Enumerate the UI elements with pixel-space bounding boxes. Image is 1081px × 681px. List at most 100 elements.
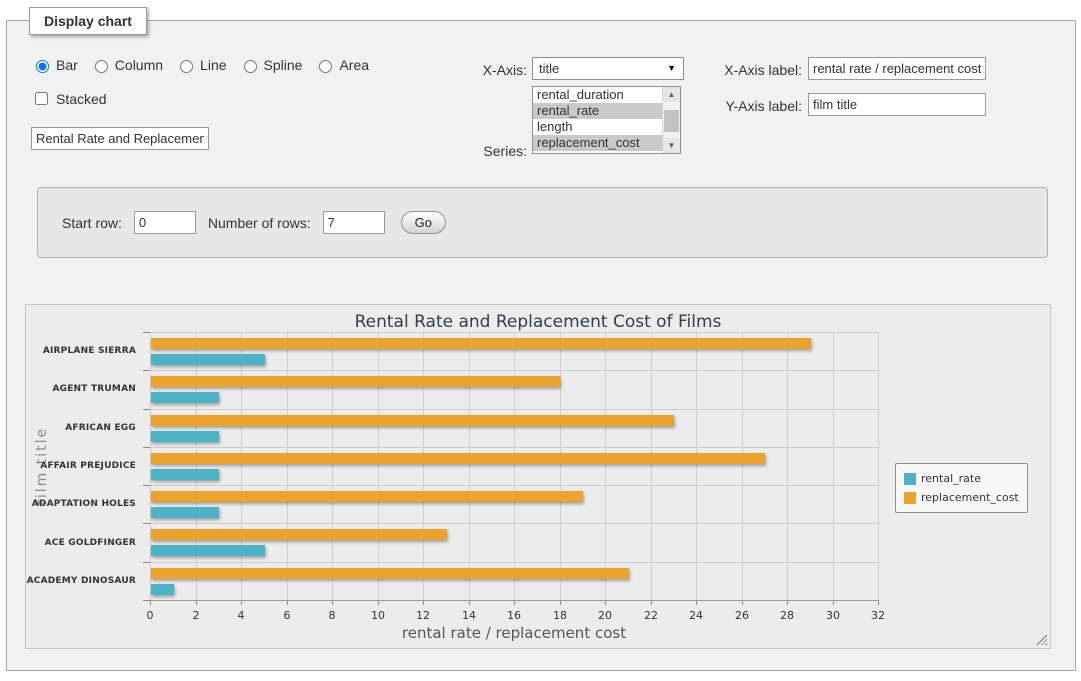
resize-handle-icon[interactable] <box>1036 634 1047 645</box>
x-axis-label-input[interactable] <box>808 57 986 80</box>
bar-rental_rate[interactable] <box>151 469 219 480</box>
row-range-panel: Start row: Number of rows: Go <box>37 187 1048 258</box>
x-axis-select[interactable]: title ▼ <box>532 57 684 80</box>
radio-label: Bar <box>56 57 78 73</box>
chart-panel: Rental Rate and Replacement Cost of Film… <box>25 304 1051 649</box>
chart-type-option-area[interactable]: Area <box>314 57 369 73</box>
x-tick-mark <box>651 601 652 605</box>
chart-plot-area: 02468101214161820222426283032 <box>150 332 878 600</box>
chart-x-axis-title: rental rate / replacement cost <box>150 624 878 642</box>
bar-rental_rate[interactable] <box>151 584 174 595</box>
chart-title-input[interactable] <box>31 127 209 150</box>
x-tick-label: 18 <box>553 609 567 622</box>
series-listbox[interactable]: rental_durationrental_ratelengthreplacem… <box>532 86 681 154</box>
x-axis-line <box>150 600 879 601</box>
x-tick-label: 30 <box>826 609 840 622</box>
x-axis-label-label: X-Axis label: <box>712 62 802 78</box>
bar-replacement_cost[interactable] <box>151 568 629 579</box>
series-option-rental_rate[interactable]: rental_rate <box>533 103 662 119</box>
x-tick-label: 10 <box>371 609 385 622</box>
legend-item-rental_rate[interactable]: rental_rate <box>904 469 1019 488</box>
bar-replacement_cost[interactable] <box>151 529 447 540</box>
chart-type-option-line[interactable]: Line <box>175 57 226 73</box>
chart-type-radio-group: Bar Column Line Spline Area <box>31 57 377 73</box>
x-tick-label: 26 <box>735 609 749 622</box>
category-label: AIRPLANE SIERRA <box>43 346 136 356</box>
x-tick-label: 12 <box>416 609 430 622</box>
chart-type-option-spline[interactable]: Spline <box>239 57 303 73</box>
bar-replacement_cost[interactable] <box>151 453 765 464</box>
radio-bar[interactable] <box>36 60 49 73</box>
stacked-checkbox-row[interactable]: Stacked <box>31 89 107 108</box>
bar-rental_rate[interactable] <box>151 354 265 365</box>
bar-rental_rate[interactable] <box>151 431 219 442</box>
radio-spline[interactable] <box>244 60 257 73</box>
gridline <box>878 332 879 600</box>
y-tick-mark <box>143 370 150 371</box>
gridline <box>241 332 242 600</box>
gridline <box>150 370 878 371</box>
bar-replacement_cost[interactable] <box>151 338 811 349</box>
x-tick-label: 8 <box>329 609 336 622</box>
radio-area[interactable] <box>319 60 332 73</box>
chart-type-option-column[interactable]: Column <box>90 57 163 73</box>
scroll-up-icon[interactable]: ▲ <box>663 87 680 102</box>
x-tick-mark <box>742 601 743 605</box>
y-tick-mark <box>143 332 150 333</box>
x-tick-mark <box>696 601 697 605</box>
gridline <box>150 523 878 524</box>
gridline <box>150 562 878 563</box>
series-label: Series: <box>437 143 527 159</box>
x-tick-mark <box>560 601 561 605</box>
scrollbar-thumb[interactable] <box>664 110 679 132</box>
x-tick-label: 32 <box>871 609 885 622</box>
category-label: ACE GOLDFINGER <box>45 538 136 548</box>
x-tick-label: 16 <box>507 609 521 622</box>
bar-rental_rate[interactable] <box>151 507 219 518</box>
series-scrollbar[interactable]: ▲ ▼ <box>662 87 680 153</box>
radio-column[interactable] <box>95 60 108 73</box>
start-row-input[interactable] <box>134 211 196 234</box>
radio-line[interactable] <box>180 60 193 73</box>
series-option-length[interactable]: length <box>533 119 662 135</box>
y-axis-label-input[interactable] <box>808 93 986 116</box>
series-option-replacement_cost[interactable]: replacement_cost <box>533 135 662 151</box>
legend-item-replacement_cost[interactable]: replacement_cost <box>904 488 1019 507</box>
x-tick-mark <box>469 601 470 605</box>
x-tick-label: 20 <box>598 609 612 622</box>
stacked-checkbox[interactable] <box>35 92 48 105</box>
category-label: AGENT TRUMAN <box>52 384 136 394</box>
bar-replacement_cost[interactable] <box>151 415 674 426</box>
bar-replacement_cost[interactable] <box>151 491 583 502</box>
number-of-rows-label: Number of rows: <box>208 215 311 231</box>
legend-label: rental_rate <box>921 472 981 485</box>
bar-rental_rate[interactable] <box>151 545 265 556</box>
gridline <box>150 409 878 410</box>
y-axis-label-label: Y-Axis label: <box>712 98 802 114</box>
number-of-rows-input[interactable] <box>323 211 385 234</box>
x-tick-label: 2 <box>193 609 200 622</box>
gridline <box>696 332 697 600</box>
gridline <box>423 332 424 600</box>
gridline <box>605 332 606 600</box>
category-label: AFFAIR PREJUDICE <box>40 461 136 471</box>
gridline <box>787 332 788 600</box>
bar-rental_rate[interactable] <box>151 392 219 403</box>
go-button[interactable]: Go <box>401 211 446 234</box>
y-tick-mark <box>143 485 150 486</box>
gridline <box>469 332 470 600</box>
radio-label: Area <box>339 57 369 73</box>
bar-replacement_cost[interactable] <box>151 376 560 387</box>
stacked-label: Stacked <box>56 91 107 107</box>
series-option-rental_duration[interactable]: rental_duration <box>533 87 662 103</box>
scroll-down-icon[interactable]: ▼ <box>663 138 680 153</box>
chart-type-option-bar[interactable]: Bar <box>31 57 78 73</box>
x-tick-label: 0 <box>147 609 154 622</box>
gridline <box>833 332 834 600</box>
x-tick-mark <box>787 601 788 605</box>
legend-label: replacement_cost <box>921 491 1019 504</box>
x-tick-label: 22 <box>644 609 658 622</box>
chart-title: Rental Rate and Replacement Cost of Film… <box>26 312 1050 332</box>
y-tick-mark <box>143 562 150 563</box>
x-tick-mark <box>514 601 515 605</box>
